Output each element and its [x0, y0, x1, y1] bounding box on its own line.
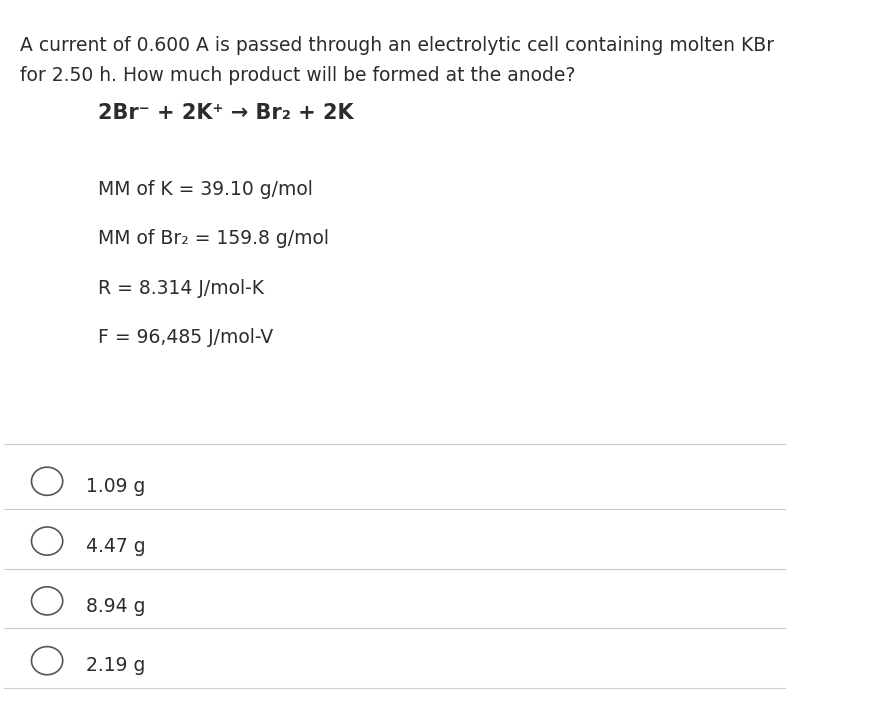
Text: 4.47 g: 4.47 g — [86, 537, 146, 556]
Text: 8.94 g: 8.94 g — [86, 597, 146, 616]
Text: A current of 0.600 A is passed through an electrolytic cell containing molten KB: A current of 0.600 A is passed through a… — [20, 36, 774, 55]
Text: 1.09 g: 1.09 g — [86, 477, 146, 496]
Text: MM of Br₂ = 159.8 g/mol: MM of Br₂ = 159.8 g/mol — [98, 229, 329, 248]
Text: R = 8.314 J/mol-K: R = 8.314 J/mol-K — [98, 278, 264, 298]
Text: F = 96,485 J/mol-V: F = 96,485 J/mol-V — [98, 328, 273, 347]
Text: for 2.50 h. How much product will be formed at the anode?: for 2.50 h. How much product will be for… — [20, 66, 575, 85]
Text: 2.19 g: 2.19 g — [86, 656, 146, 676]
Text: 2Br⁻ + 2K⁺ → Br₂ + 2K: 2Br⁻ + 2K⁺ → Br₂ + 2K — [98, 103, 353, 122]
Text: MM of K = 39.10 g/mol: MM of K = 39.10 g/mol — [98, 180, 313, 199]
